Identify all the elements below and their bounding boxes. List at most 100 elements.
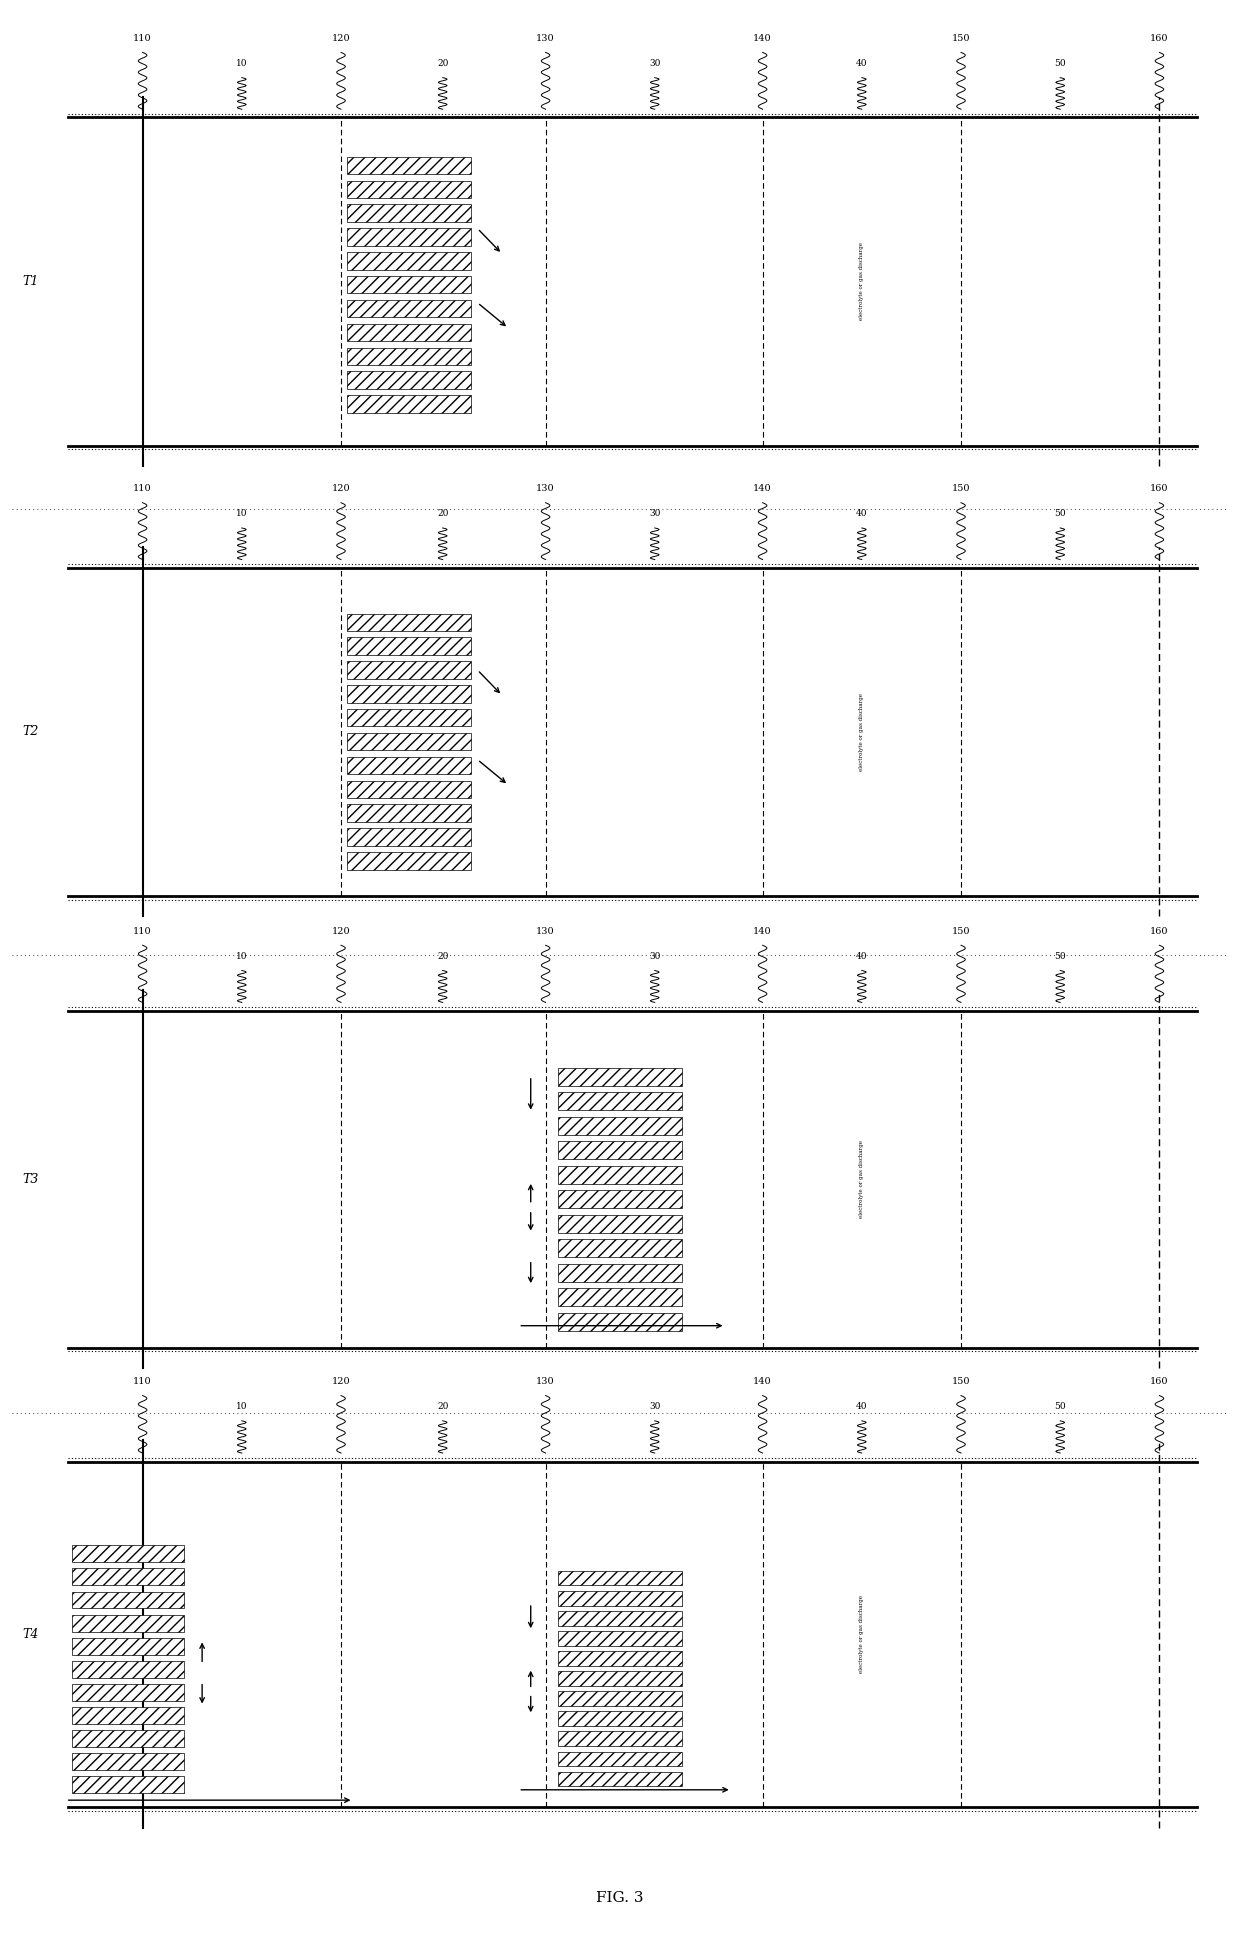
Bar	[347, 829, 471, 846]
Bar	[72, 1729, 184, 1747]
Text: 150: 150	[952, 1376, 970, 1386]
Text: electrolyte or gas discharge: electrolyte or gas discharge	[859, 1139, 864, 1219]
Text: 120: 120	[331, 483, 351, 493]
Bar	[347, 685, 471, 703]
Text: 10: 10	[236, 1401, 248, 1411]
Bar	[558, 1751, 682, 1766]
Bar	[347, 181, 471, 198]
Text: 40: 40	[856, 509, 868, 518]
Text: FIG. 3: FIG. 3	[596, 1891, 644, 1906]
Bar	[347, 229, 471, 247]
Text: 50: 50	[1054, 1401, 1066, 1411]
Bar	[347, 276, 471, 293]
Text: 120: 120	[331, 926, 351, 936]
Bar	[558, 1592, 682, 1605]
Bar	[72, 1568, 184, 1586]
Text: 40: 40	[856, 951, 868, 961]
Bar	[347, 780, 471, 798]
Bar	[558, 1691, 682, 1706]
Bar	[347, 396, 471, 413]
Bar	[558, 1240, 682, 1258]
Bar	[347, 804, 471, 821]
Bar	[347, 662, 471, 679]
Text: T2: T2	[22, 726, 40, 738]
Bar	[72, 1545, 184, 1563]
Bar	[558, 1141, 682, 1159]
Bar	[347, 852, 471, 870]
Bar	[72, 1685, 184, 1700]
Text: 110: 110	[133, 483, 153, 493]
Bar	[558, 1093, 682, 1110]
Text: 160: 160	[1151, 1376, 1168, 1386]
Bar	[347, 324, 471, 342]
Bar	[347, 637, 471, 654]
Text: 20: 20	[436, 509, 449, 518]
Bar	[558, 1068, 682, 1085]
Text: T4: T4	[22, 1628, 40, 1640]
Text: 130: 130	[536, 926, 556, 936]
Text: 10: 10	[236, 951, 248, 961]
Bar	[558, 1167, 682, 1184]
Text: 150: 150	[952, 33, 970, 43]
Text: 40: 40	[856, 1401, 868, 1411]
Bar	[347, 204, 471, 221]
Bar	[558, 1731, 682, 1747]
Text: 160: 160	[1151, 926, 1168, 936]
Text: 140: 140	[753, 926, 773, 936]
Text: electrolyte or gas discharge: electrolyte or gas discharge	[859, 243, 864, 320]
Bar	[347, 613, 471, 631]
Bar	[558, 1712, 682, 1726]
Bar	[347, 734, 471, 751]
Text: 120: 120	[331, 1376, 351, 1386]
Text: 120: 120	[331, 33, 351, 43]
Text: 30: 30	[649, 58, 661, 68]
Bar	[72, 1638, 184, 1654]
Text: 140: 140	[753, 483, 773, 493]
Text: T3: T3	[22, 1172, 40, 1186]
Bar	[72, 1661, 184, 1677]
Text: 40: 40	[856, 58, 868, 68]
Bar	[72, 1753, 184, 1770]
Text: 50: 50	[1054, 58, 1066, 68]
Bar	[558, 1652, 682, 1665]
Text: 160: 160	[1151, 33, 1168, 43]
Bar	[558, 1671, 682, 1687]
Bar	[347, 757, 471, 774]
Text: electrolyte or gas discharge: electrolyte or gas discharge	[859, 1596, 864, 1673]
Text: 10: 10	[236, 509, 248, 518]
Text: T1: T1	[22, 276, 40, 287]
Bar	[72, 1706, 184, 1724]
Bar	[347, 157, 471, 175]
Bar	[558, 1772, 682, 1786]
Text: 20: 20	[436, 58, 449, 68]
Bar	[347, 347, 471, 365]
Text: 160: 160	[1151, 483, 1168, 493]
Text: 150: 150	[952, 926, 970, 936]
Text: 30: 30	[649, 509, 661, 518]
Text: 130: 130	[536, 1376, 556, 1386]
Text: 50: 50	[1054, 951, 1066, 961]
Bar	[558, 1264, 682, 1281]
Text: 140: 140	[753, 1376, 773, 1386]
Bar	[558, 1611, 682, 1627]
Text: 50: 50	[1054, 509, 1066, 518]
Text: 10: 10	[236, 58, 248, 68]
Text: 130: 130	[536, 33, 556, 43]
Bar	[558, 1116, 682, 1135]
Text: 20: 20	[436, 1401, 449, 1411]
Text: 140: 140	[753, 33, 773, 43]
Bar	[558, 1570, 682, 1586]
Text: 110: 110	[133, 33, 153, 43]
Text: 130: 130	[536, 483, 556, 493]
Text: 20: 20	[436, 951, 449, 961]
Bar	[347, 252, 471, 270]
Bar	[558, 1215, 682, 1233]
Bar	[558, 1190, 682, 1209]
Text: 30: 30	[649, 951, 661, 961]
Bar	[72, 1615, 184, 1632]
Bar	[72, 1776, 184, 1793]
Text: 150: 150	[952, 483, 970, 493]
Text: 30: 30	[649, 1401, 661, 1411]
Bar	[558, 1312, 682, 1332]
Bar	[558, 1630, 682, 1646]
